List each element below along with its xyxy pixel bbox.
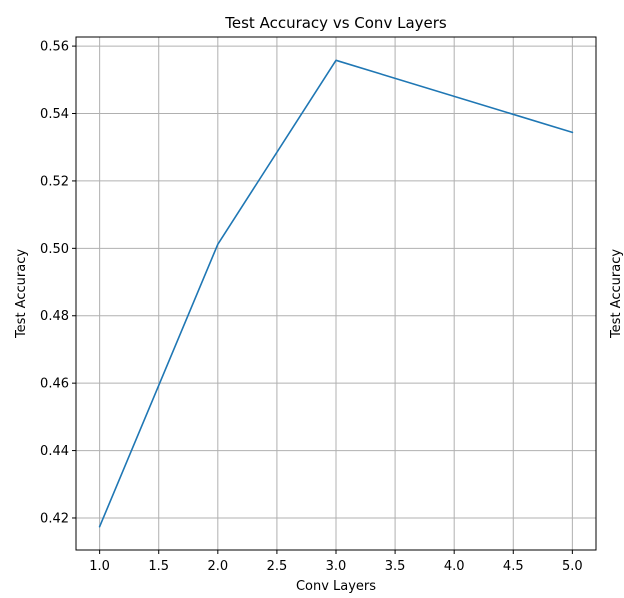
secondary-y-axis-label: Test Accuracy: [609, 249, 624, 339]
y-tick-label: 0.44: [40, 444, 69, 459]
y-tick-label: 0.54: [40, 107, 69, 122]
x-tick-label: 2.0: [207, 559, 228, 574]
y-tick-label: 0.46: [40, 377, 69, 392]
x-tick-label: 2.5: [267, 559, 288, 574]
x-axis-label: Conv Layers: [296, 579, 376, 594]
y-tick-label: 0.50: [40, 242, 69, 257]
x-tick-label: 3.5: [385, 559, 406, 574]
x-tick-label: 1.5: [148, 559, 169, 574]
x-tick-label: 4.5: [503, 559, 524, 574]
y-tick-label: 0.48: [40, 309, 69, 324]
series-line-0: [98, 59, 574, 528]
y-axis-label: Test Accuracy: [14, 249, 29, 339]
grid: [76, 37, 596, 550]
y-tick-label: 0.42: [40, 511, 69, 526]
y-tick-label: 0.52: [40, 174, 69, 189]
axis-ticks: 1.0 1.5 2.0 2.5 3.0 3.5 4.0 4.5 5.0 0.42 0.44 0.46 0…: [40, 40, 583, 574]
x-tick-label: 3.0: [326, 559, 347, 574]
x-tick-label: 4.0: [444, 559, 465, 574]
x-tick-label: 1.0: [89, 559, 110, 574]
series-layer: [98, 59, 574, 528]
x-tick-label: 5.0: [562, 559, 583, 574]
chart-title: Test Accuracy vs Conv Layers: [224, 14, 447, 32]
y-tick-label: 0.56: [40, 40, 69, 55]
